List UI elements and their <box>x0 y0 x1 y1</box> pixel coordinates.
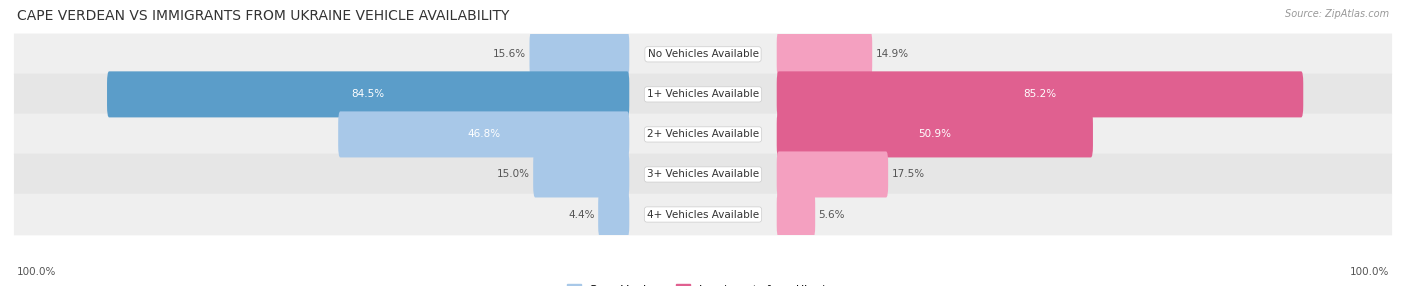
FancyBboxPatch shape <box>776 31 872 77</box>
FancyBboxPatch shape <box>776 71 1303 117</box>
Text: 50.9%: 50.9% <box>918 130 952 139</box>
FancyBboxPatch shape <box>14 194 1392 235</box>
Legend: Cape Verdean, Immigrants from Ukraine: Cape Verdean, Immigrants from Ukraine <box>562 280 844 286</box>
Text: 3+ Vehicles Available: 3+ Vehicles Available <box>647 170 759 179</box>
Text: 100.0%: 100.0% <box>17 267 56 277</box>
Text: 2+ Vehicles Available: 2+ Vehicles Available <box>647 130 759 139</box>
FancyBboxPatch shape <box>530 31 630 77</box>
FancyBboxPatch shape <box>776 111 1092 157</box>
Text: No Vehicles Available: No Vehicles Available <box>648 49 758 59</box>
Text: 15.6%: 15.6% <box>494 49 526 59</box>
FancyBboxPatch shape <box>598 192 630 237</box>
FancyBboxPatch shape <box>14 74 1392 115</box>
Text: 84.5%: 84.5% <box>352 90 385 99</box>
Text: 1+ Vehicles Available: 1+ Vehicles Available <box>647 90 759 99</box>
Text: Source: ZipAtlas.com: Source: ZipAtlas.com <box>1285 9 1389 19</box>
FancyBboxPatch shape <box>14 33 1392 75</box>
Text: 15.0%: 15.0% <box>496 170 530 179</box>
Text: 46.8%: 46.8% <box>467 130 501 139</box>
Text: 17.5%: 17.5% <box>891 170 925 179</box>
Text: 85.2%: 85.2% <box>1024 90 1056 99</box>
Text: CAPE VERDEAN VS IMMIGRANTS FROM UKRAINE VEHICLE AVAILABILITY: CAPE VERDEAN VS IMMIGRANTS FROM UKRAINE … <box>17 9 509 23</box>
FancyBboxPatch shape <box>776 151 889 197</box>
FancyBboxPatch shape <box>339 111 630 157</box>
Text: 4.4%: 4.4% <box>568 210 595 219</box>
Text: 4+ Vehicles Available: 4+ Vehicles Available <box>647 210 759 219</box>
FancyBboxPatch shape <box>533 151 630 197</box>
FancyBboxPatch shape <box>14 114 1392 155</box>
Text: 14.9%: 14.9% <box>876 49 908 59</box>
FancyBboxPatch shape <box>107 71 630 117</box>
FancyBboxPatch shape <box>776 192 815 237</box>
Text: 5.6%: 5.6% <box>818 210 845 219</box>
Text: 100.0%: 100.0% <box>1350 267 1389 277</box>
FancyBboxPatch shape <box>14 154 1392 195</box>
